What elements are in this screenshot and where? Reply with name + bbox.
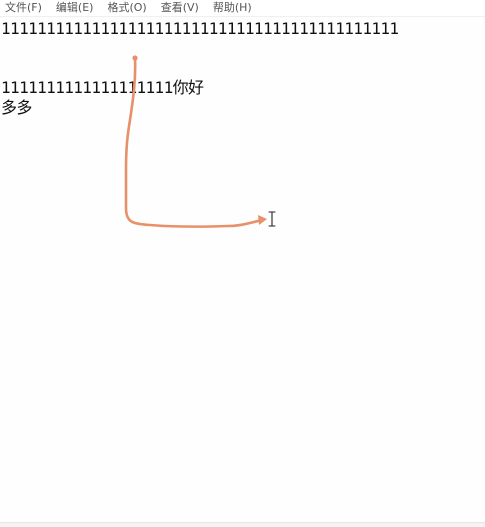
menu-view[interactable]: 查看(V) <box>160 1 199 14</box>
menu-help[interactable]: 帮助(H) <box>212 1 252 14</box>
text-editor-area[interactable]: 1111111111111111111111111111111111111111… <box>0 17 485 523</box>
menu-bar: 文件(F) 编辑(E) 格式(O) 查看(V) 帮助(H) <box>0 0 485 17</box>
menu-file[interactable]: 文件(F) <box>5 1 42 14</box>
text-line: 1111111111111111111你好 <box>1 78 204 97</box>
text-line: 多多 <box>1 98 32 117</box>
window-bottom-edge <box>0 522 485 527</box>
menu-format[interactable]: 格式(O) <box>107 1 147 14</box>
menu-edit[interactable]: 编辑(E) <box>55 1 94 14</box>
text-line: 1111111111111111111111111111111111111111… <box>1 19 399 38</box>
